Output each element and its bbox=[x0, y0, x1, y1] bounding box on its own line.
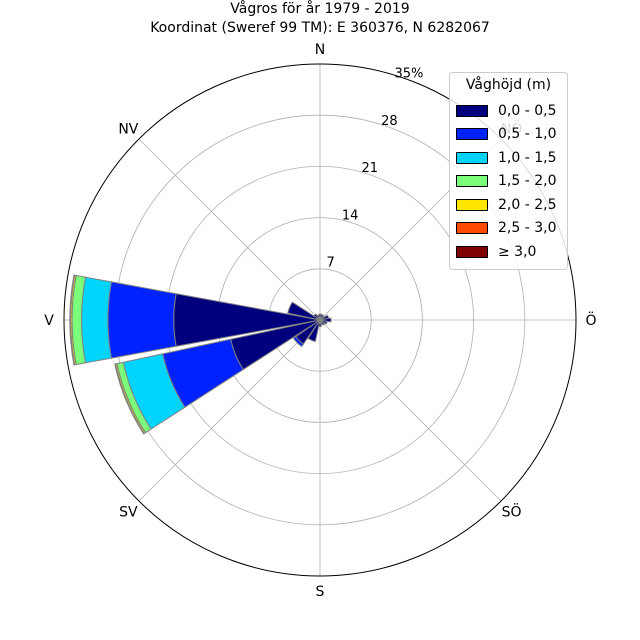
legend-label: 0,0 - 0,5 bbox=[498, 102, 557, 119]
direction-label: NV bbox=[118, 121, 138, 137]
direction-label: V bbox=[44, 313, 54, 329]
legend-label: 1,5 - 2,0 bbox=[498, 173, 557, 190]
radial-tick-label: 21 bbox=[362, 161, 379, 176]
rose-bar-segment bbox=[81, 276, 112, 364]
chart-title-block: Vågros för år 1979 - 2019 Koordinat (Swe… bbox=[0, 0, 640, 38]
legend-label: 2,5 - 3,0 bbox=[498, 220, 557, 237]
legend-swatch bbox=[456, 175, 488, 188]
radial-tick-label: 14 bbox=[342, 208, 359, 223]
rose-bar-segment bbox=[107, 281, 177, 359]
direction-label: S bbox=[316, 584, 325, 600]
rose-bar-segment bbox=[287, 301, 321, 321]
legend-label: 1,0 - 1,5 bbox=[498, 149, 557, 166]
chart-subtitle: Koordinat (Sweref 99 TM): E 360376, N 62… bbox=[150, 20, 490, 36]
radial-tick-label: 28 bbox=[381, 114, 398, 129]
legend-swatch bbox=[456, 198, 488, 211]
rose-bar-segment bbox=[316, 314, 321, 321]
chart-title: Vågros för år 1979 - 2019 bbox=[230, 1, 410, 17]
legend-swatch bbox=[456, 104, 488, 117]
rose-bar-segment bbox=[307, 319, 321, 343]
outer-circle bbox=[63, 63, 577, 577]
legend-item: 0,0 - 0,5 bbox=[456, 99, 561, 123]
rose-bars bbox=[69, 274, 332, 435]
legend-swatch bbox=[456, 151, 488, 164]
direction-label: Ö bbox=[585, 311, 596, 329]
legend-item: 2,0 - 2,5 bbox=[456, 193, 561, 217]
direction-label: SV bbox=[119, 505, 138, 521]
legend-title: Våghöjd (m) bbox=[465, 77, 552, 93]
direction-label: SÖ bbox=[502, 503, 522, 521]
legend-item: 2,5 - 3,0 bbox=[456, 217, 561, 241]
radial-gridline bbox=[138, 319, 321, 502]
legend-label: 0,5 - 1,0 bbox=[498, 126, 557, 143]
legend-label: ≥ 3,0 bbox=[498, 243, 537, 260]
radial-gridline bbox=[138, 138, 321, 321]
rose-bar-segment bbox=[319, 317, 332, 323]
legend-swatch bbox=[456, 128, 488, 141]
rose-bar-segment bbox=[114, 363, 145, 435]
legend-label: 2,0 - 2,5 bbox=[498, 196, 557, 213]
legend-item: ≥ 3,0 bbox=[456, 240, 561, 264]
legend-rows: 0,0 - 0,5 0,5 - 1,0 1,0 - 1,5 1,5 - 2,0 2,0 … bbox=[456, 99, 561, 264]
legend-swatch bbox=[456, 222, 488, 235]
rose-bar-segment bbox=[292, 335, 305, 348]
rose-bar-segment bbox=[69, 274, 76, 366]
direction-label: N bbox=[315, 42, 325, 58]
radial-tick-label: 7 bbox=[326, 256, 334, 271]
radial-tick-label: 35% bbox=[395, 66, 424, 81]
legend-item: 1,0 - 1,5 bbox=[456, 146, 561, 170]
legend: Våghöjd (m) 0,0 - 0,5 0,5 - 1,0 1,0 - 1,5 1… bbox=[449, 72, 568, 270]
legend-item: 1,5 - 2,0 bbox=[456, 170, 561, 194]
legend-swatch bbox=[456, 245, 488, 258]
legend-item: 0,5 - 1,0 bbox=[456, 123, 561, 147]
radial-gridline bbox=[319, 319, 502, 502]
